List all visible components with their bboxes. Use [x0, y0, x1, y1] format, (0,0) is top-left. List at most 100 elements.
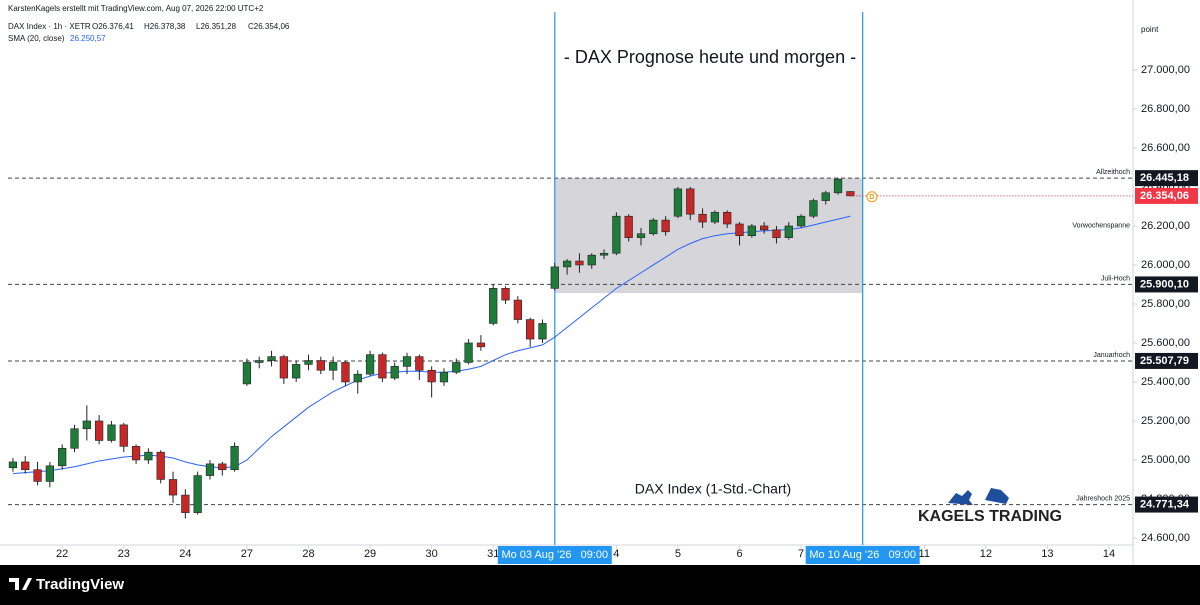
sma-name: SMA (20, close) — [8, 34, 65, 43]
x-tick-label: 14 — [1103, 548, 1115, 560]
x-tick-label: 4 — [613, 548, 619, 560]
ohlc-label: C26.354,06 — [248, 22, 290, 31]
bear-icon — [985, 488, 1009, 504]
level-name: Januarhoch — [1093, 352, 1130, 359]
candle-body — [304, 360, 313, 365]
level-tag — [1135, 496, 1198, 513]
candle-body — [33, 469, 42, 482]
y-tick-label: 24.600,00 — [1141, 532, 1190, 544]
candle-body — [242, 362, 252, 385]
x-tick-label: 27 — [241, 548, 253, 560]
y-tick-label: 25.200,00 — [1141, 415, 1190, 427]
candle-body — [452, 362, 461, 373]
candle-body — [193, 475, 202, 513]
y-tick-label: 27.000,00 — [1141, 64, 1190, 76]
candle-body — [427, 369, 436, 383]
footer-bar — [0, 565, 1200, 605]
candle-body — [255, 360, 264, 363]
last-price-tag — [1135, 187, 1198, 204]
candle-body — [649, 219, 658, 235]
x-tick-label: 30 — [426, 548, 438, 560]
y-tick-label: 26.200,00 — [1141, 220, 1190, 232]
candle-body — [292, 364, 301, 379]
header: KarstenKagels erstellt mit TradingView.c… — [8, 4, 264, 13]
candle-body — [760, 225, 769, 231]
x-tick-label: 5 — [675, 548, 681, 560]
candle-body — [218, 463, 227, 471]
level-label: 24.771,34 — [1140, 498, 1190, 510]
candle-body — [439, 371, 449, 383]
candle-body — [501, 288, 510, 301]
candle-body — [612, 215, 621, 254]
candle-body — [698, 213, 707, 223]
y-tick-label: 26.000,00 — [1141, 259, 1190, 271]
y-unit: point — [1141, 25, 1159, 34]
candle-body — [538, 323, 547, 340]
candle-body — [661, 219, 670, 233]
candle-body — [723, 211, 732, 225]
candle-body — [686, 188, 695, 215]
candle-body — [156, 451, 165, 480]
candle-body — [673, 188, 683, 217]
candle-body — [205, 463, 215, 476]
candle-body — [821, 192, 830, 201]
candle-body — [58, 447, 67, 467]
chart-subtitle: DAX Index (1-Std.-Chart) — [635, 481, 791, 497]
crosshair-label: Mo 03 Aug '26 09:00 — [501, 549, 608, 561]
crosshair-tag — [805, 546, 920, 564]
candle-body — [735, 223, 744, 236]
candle-body — [402, 356, 412, 367]
x-tick-label: 6 — [736, 548, 742, 560]
ohlc-label: L26.351,28 — [196, 22, 237, 31]
candle-body — [144, 451, 153, 461]
candle-body — [267, 356, 276, 361]
symbol: DAX Index · 1h · XETR — [8, 22, 91, 31]
x-tick-label: 29 — [364, 548, 376, 560]
candle-body — [599, 252, 609, 256]
footer-logo — [9, 578, 32, 590]
candle-body — [809, 200, 818, 217]
y-tick-label: 25.800,00 — [1141, 298, 1190, 310]
crosshair-label: Mo 10 Aug '26 09:00 — [809, 549, 916, 561]
candle-body — [353, 373, 362, 383]
candle-body — [70, 428, 79, 449]
candle-body — [316, 360, 325, 371]
event-marker-label: D — [869, 194, 874, 201]
candle-body — [833, 178, 843, 194]
candle-body — [513, 299, 522, 320]
chart-title: - DAX Prognose heute und morgen - — [564, 47, 856, 67]
candle-body — [279, 356, 288, 379]
x-tick-label: 24 — [179, 548, 191, 560]
candle-body — [710, 211, 720, 223]
candle-body — [489, 288, 498, 324]
candle-body — [95, 420, 104, 441]
candle-body — [624, 215, 633, 238]
candle-body — [45, 465, 54, 482]
level-name: Allzeithoch — [1096, 169, 1130, 176]
candle-body — [365, 354, 375, 375]
candle-body — [119, 424, 128, 447]
x-tick-label: 12 — [980, 548, 992, 560]
candle-body — [476, 342, 486, 348]
candle-body — [846, 191, 855, 197]
brand-logo: KAGELS TRADING — [918, 488, 1062, 525]
range-box-label: Vorwochenspanne — [1072, 222, 1130, 229]
candle-body — [796, 215, 806, 227]
candle-body — [168, 479, 178, 496]
ohlc-label: H26.378,38 — [144, 22, 186, 31]
candle-body — [415, 356, 424, 371]
x-tick-label: 31 — [487, 548, 499, 560]
candle-body — [341, 362, 350, 383]
x-tick-label: 11 — [919, 548, 930, 560]
y-tick-label: 25.400,00 — [1141, 376, 1190, 388]
sma-value: 26.250,57 — [70, 34, 106, 43]
candle-body — [131, 446, 141, 461]
y-tick-label: 26.600,00 — [1141, 142, 1190, 154]
candle-body — [784, 225, 793, 238]
candle-body — [378, 354, 387, 379]
candle-body — [526, 319, 535, 340]
last-price-label: 26.354,06 — [1140, 190, 1189, 202]
level-tag — [1135, 352, 1198, 369]
candle-body — [107, 424, 116, 441]
candle-body — [230, 446, 239, 471]
